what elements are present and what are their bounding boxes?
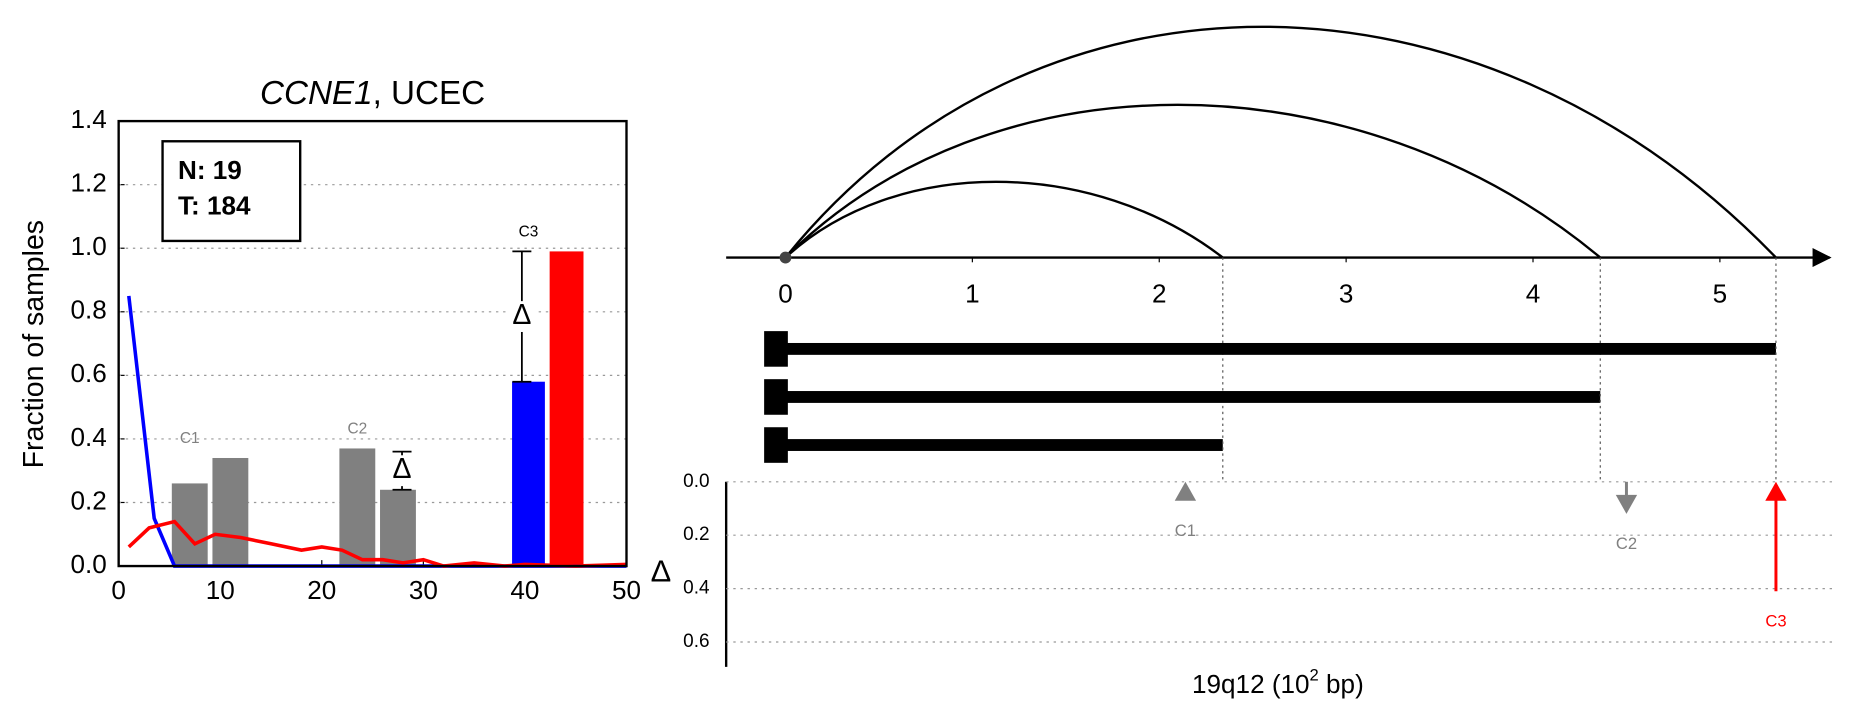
y-tick-label: 1.4 bbox=[71, 104, 107, 134]
x-tick-label: 0 bbox=[111, 575, 126, 605]
x-tick-label: 50 bbox=[612, 575, 641, 605]
annotation: N: 19 bbox=[178, 155, 242, 185]
x-tick-label: 40 bbox=[510, 575, 539, 605]
annotation: T: 184 bbox=[178, 191, 251, 221]
x-label-part: bp) bbox=[1319, 669, 1364, 699]
x-tick-label: 30 bbox=[409, 575, 438, 605]
bar bbox=[339, 448, 376, 567]
delta-arrow-head bbox=[1615, 494, 1638, 514]
delta-arrow-head bbox=[1765, 481, 1787, 501]
plot-frame bbox=[117, 119, 628, 568]
arc bbox=[784, 180, 1224, 259]
error-label: Δ bbox=[512, 299, 531, 331]
x-tick-label: 10 bbox=[206, 575, 235, 605]
bar bbox=[212, 457, 249, 567]
arrow-label: C3 bbox=[1765, 612, 1786, 631]
chart-title: CCNE1, UCEC bbox=[260, 75, 485, 112]
arc bbox=[784, 25, 1777, 259]
arrow-label: C1 bbox=[1175, 521, 1196, 540]
segment-cap bbox=[764, 427, 788, 463]
x-tick-label: 5 bbox=[1713, 278, 1728, 308]
x-label-part: 19q12 (10 bbox=[1192, 669, 1310, 699]
arc bbox=[784, 103, 1602, 259]
y-axis-label: Δ bbox=[651, 553, 672, 588]
segment-bar bbox=[785, 391, 1601, 403]
group-label: C1 bbox=[180, 430, 200, 447]
x-tick-label: 0 bbox=[778, 278, 793, 308]
y-tick-label: 0.4 bbox=[71, 422, 107, 452]
y-tick-label: 0.4 bbox=[683, 578, 709, 599]
group-label: C2 bbox=[347, 421, 367, 438]
y-tick-label: 0.2 bbox=[683, 524, 709, 545]
y-axis-label: Fraction of samples bbox=[18, 220, 50, 468]
title-gene: CCNE1 bbox=[260, 75, 373, 112]
y-tick-label: 0.0 bbox=[71, 549, 107, 579]
x-tick-label: 20 bbox=[307, 575, 336, 605]
x-tick-label: 2 bbox=[1152, 278, 1167, 308]
delta-arrow-head bbox=[1174, 481, 1197, 501]
y-tick-label: 0.0 bbox=[683, 471, 709, 492]
y-tick-label: 0.6 bbox=[71, 358, 107, 388]
x-axis-label: 19q12 (102 bp) bbox=[1192, 666, 1364, 699]
segment-cap bbox=[764, 379, 788, 415]
annotation-box bbox=[161, 140, 302, 243]
label-bg bbox=[388, 455, 416, 487]
bar bbox=[380, 489, 416, 567]
group-label: C3 bbox=[519, 223, 539, 240]
title-rest: , UCEC bbox=[373, 75, 486, 112]
bar bbox=[512, 381, 545, 567]
origin-dot bbox=[779, 251, 792, 264]
y-tick-label: 0.2 bbox=[71, 485, 107, 515]
segment-bar bbox=[785, 439, 1223, 451]
arrow-label: C2 bbox=[1616, 534, 1637, 553]
x-tick-label: 3 bbox=[1339, 278, 1354, 308]
y-tick-label: 1.0 bbox=[71, 231, 107, 261]
label-bg bbox=[508, 301, 535, 332]
x-label-exponent: 2 bbox=[1310, 666, 1319, 685]
error-label: Δ bbox=[393, 453, 412, 485]
x-tick-label: 4 bbox=[1526, 278, 1541, 308]
x-tick-label: 1 bbox=[965, 278, 980, 308]
segment-cap bbox=[764, 331, 788, 367]
y-tick-label: 0.6 bbox=[683, 631, 709, 652]
segment-bar bbox=[785, 342, 1776, 355]
y-tick-label: 1.2 bbox=[71, 168, 107, 198]
bar bbox=[549, 251, 584, 567]
y-tick-label: 0.8 bbox=[71, 295, 107, 325]
